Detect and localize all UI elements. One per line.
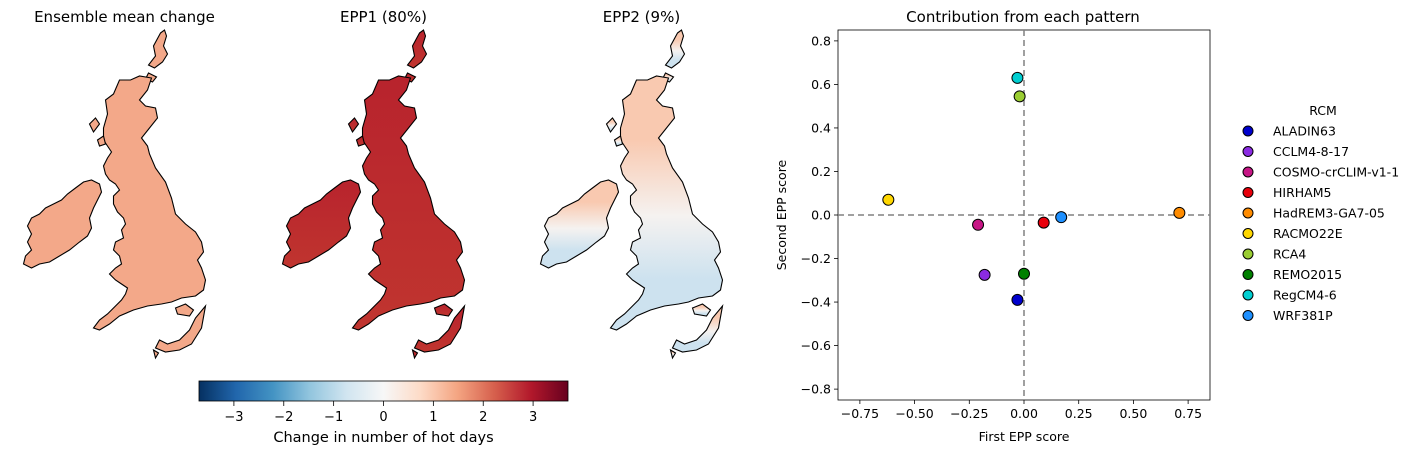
legend-entry: HadREM3-GA7-05 <box>1242 206 1385 221</box>
legend-label: RACMO22E <box>1273 226 1343 241</box>
legend-entry: RACMO22E <box>1242 226 1343 241</box>
legend-marker <box>1242 166 1254 178</box>
y-tick-label: 0.2 <box>811 164 831 179</box>
map-shape <box>22 29 207 359</box>
y-tick-label: 0.0 <box>811 208 831 223</box>
legend-label: HadREM3-GA7-05 <box>1273 206 1385 221</box>
legend-label: HIRHAM5 <box>1273 185 1331 200</box>
legend-label: COSMO-crCLIM-v1-1 <box>1273 165 1399 180</box>
scatter-point <box>978 268 991 281</box>
scatter-point <box>1011 293 1024 306</box>
legend-marker <box>1242 146 1254 157</box>
scatter-point <box>882 193 895 206</box>
map-title: Ensemble mean change <box>34 8 215 26</box>
legend-label: CCLM4-8-17 <box>1273 144 1349 159</box>
legend-title: RCM <box>1309 103 1337 118</box>
y-tick-label: −0.8 <box>801 382 831 397</box>
map-shape <box>281 29 466 359</box>
legend-marker <box>1242 187 1254 198</box>
x-tick-label: 0.50 <box>1119 406 1147 421</box>
colorbar-tick-label: 1 <box>429 410 437 425</box>
legend-entry: REMO2015 <box>1242 267 1342 282</box>
reference-lines <box>838 30 1210 400</box>
legend-entry: RegCM4-6 <box>1242 288 1337 303</box>
chart-title: Contribution from each pattern <box>906 8 1140 26</box>
scatter-point <box>1011 71 1024 84</box>
scatter-chart: Contribution from each pattern −0.75 −0.5… <box>774 8 1211 444</box>
x-tick-label: −0.50 <box>895 406 933 421</box>
map-panel: EPP1 (80%) <box>281 8 466 359</box>
y-tick-label: 0.8 <box>811 33 831 48</box>
legend-entry: HIRHAM5 <box>1242 185 1331 200</box>
data-points <box>882 71 1186 306</box>
legend-label: ALADIN63 <box>1273 124 1336 139</box>
colorbar-tick-label: −1 <box>324 410 343 425</box>
x-tick-label: 0.75 <box>1174 406 1202 421</box>
x-axis-label: First EPP score <box>979 429 1070 444</box>
map-panel: EPP2 (9%) <box>539 8 724 359</box>
map-shape <box>539 29 724 359</box>
legend-entry: CCLM4-8-17 <box>1242 144 1349 159</box>
legend-marker <box>1242 228 1254 239</box>
x-tick-label: −0.75 <box>841 406 879 421</box>
map-title: EPP1 (80%) <box>340 8 427 26</box>
map-title: EPP2 (9%) <box>603 8 680 26</box>
scatter-point <box>1173 206 1186 219</box>
y-axis-ticks: −0.8 −0.6 −0.4 −0.2 0.0 0.2 0.4 0.6 0.8 <box>801 33 838 397</box>
legend-entry: WRF381P <box>1242 308 1333 323</box>
legend-marker <box>1242 289 1254 301</box>
legend-marker <box>1242 269 1254 280</box>
x-axis-ticks: −0.75 −0.50 −0.25 0.00 0.25 0.50 0.75 <box>841 400 1202 421</box>
legend-label: REMO2015 <box>1273 267 1342 282</box>
y-tick-label: −0.2 <box>801 251 831 266</box>
colorbar: −3 −2 −1 0 1 2 3 Change in number of hot days <box>198 380 569 446</box>
legend-entry: COSMO-crCLIM-v1-1 <box>1242 165 1399 180</box>
legend-entry: RCA4 <box>1242 247 1306 262</box>
maps-panel: Ensemble mean change EPP1 (80%) EPP2 (9%) <box>22 8 724 359</box>
x-tick-label: −0.25 <box>950 406 988 421</box>
legend: RCM ALADIN63 CCLM4-8-17 COSMO-crCLIM-v1-1 H… <box>1242 103 1399 323</box>
legend-marker <box>1242 207 1254 219</box>
x-tick-label: 0.25 <box>1065 406 1093 421</box>
colorbar-gradient <box>198 380 569 402</box>
legend-marker <box>1242 248 1254 260</box>
legend-label: RCA4 <box>1273 247 1306 262</box>
y-tick-label: −0.4 <box>801 295 831 310</box>
y-tick-label: 0.6 <box>811 77 831 92</box>
y-tick-label: −0.6 <box>801 338 831 353</box>
colorbar-tick-label: −2 <box>274 410 293 425</box>
scatter-point <box>972 218 985 231</box>
y-tick-label: 0.4 <box>811 120 831 135</box>
colorbar-label: Change in number of hot days <box>273 430 493 446</box>
scatter-point <box>1013 90 1026 103</box>
scatter-point <box>1018 267 1030 280</box>
scatter-point <box>1037 216 1050 229</box>
colorbar-ticks: −3 −2 −1 0 1 2 3 <box>224 401 537 425</box>
legend-entry: ALADIN63 <box>1242 124 1336 139</box>
legend-marker <box>1242 310 1254 321</box>
x-tick-label: 0.00 <box>1010 406 1038 421</box>
colorbar-tick-label: 0 <box>379 410 387 425</box>
colorbar-tick-label: −3 <box>224 410 243 425</box>
colorbar-tick-label: 3 <box>529 410 537 425</box>
legend-label: WRF381P <box>1273 308 1333 323</box>
y-axis-label: Second EPP score <box>774 159 789 270</box>
colorbar-tick-label: 2 <box>479 410 487 425</box>
legend-label: RegCM4-6 <box>1273 288 1337 303</box>
map-panel: Ensemble mean change <box>22 8 215 359</box>
scatter-point <box>1055 211 1068 224</box>
legend-marker <box>1242 125 1254 137</box>
